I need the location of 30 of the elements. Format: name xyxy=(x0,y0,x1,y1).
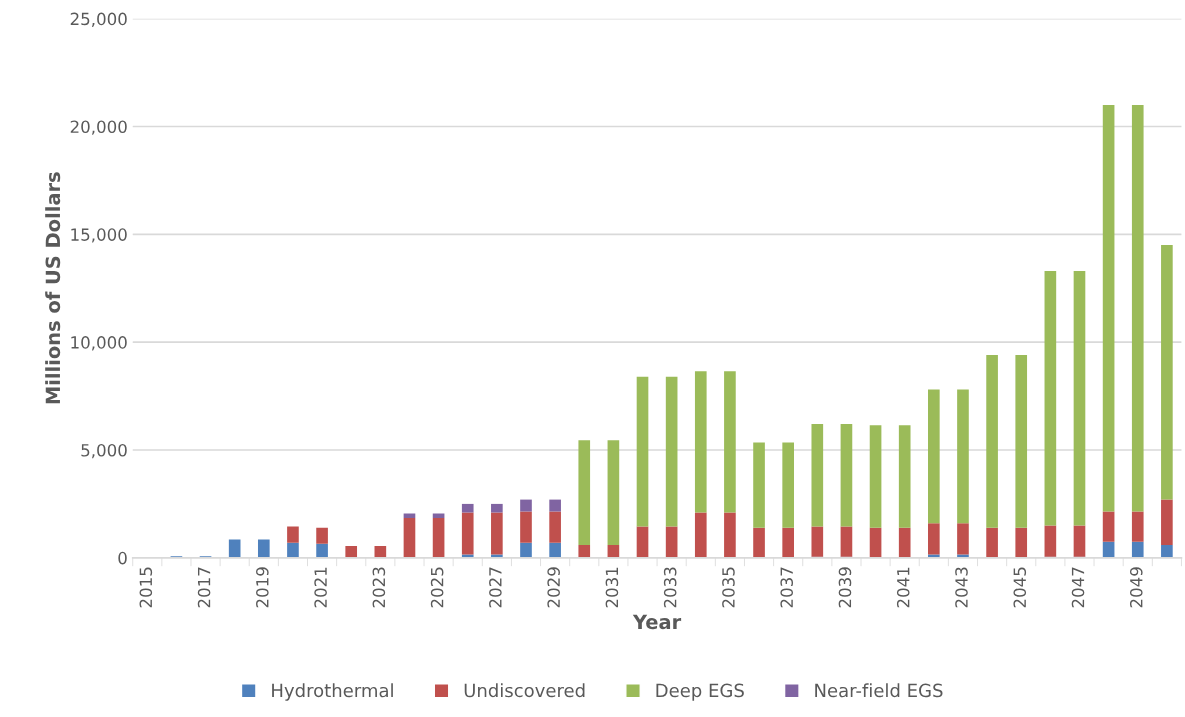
y-axis-title: Millions of US Dollars xyxy=(45,172,61,404)
y-tick-label: 10,000 xyxy=(71,336,127,351)
y-tick-label: 0 xyxy=(118,551,127,565)
x-tick-label: 2045 xyxy=(1013,567,1027,608)
x-tick-label: 2037 xyxy=(780,567,794,608)
y-tick-label: 15,000 xyxy=(71,228,127,243)
y-tick-label: 20,000 xyxy=(70,120,127,135)
x-tick-label: 2019 xyxy=(256,567,269,608)
x-tick-label: 2049 xyxy=(1129,567,1143,608)
x-tick-label: 2033 xyxy=(663,567,677,608)
x-tick-label: 2029 xyxy=(547,567,560,608)
legend-label: Near-field EGS xyxy=(815,683,943,698)
legend-label: Deep EGS xyxy=(656,683,744,701)
x-tick-label: 2041 xyxy=(896,567,910,608)
x-tick-label: 2047 xyxy=(1071,567,1085,608)
x-tick-label: 2015 xyxy=(139,567,153,608)
legend-label: Hydrothermal xyxy=(272,683,393,701)
x-tick-label: 2039 xyxy=(838,567,852,608)
x-tick-label: 2023 xyxy=(372,567,386,608)
x-tick-label: 2043 xyxy=(955,567,968,608)
x-tick-label: 2017 xyxy=(197,567,211,608)
x-tick-label: 2025 xyxy=(430,567,444,608)
x-tick-label: 2035 xyxy=(722,567,735,608)
y-tick-label: 25,000 xyxy=(70,12,127,27)
x-tick-label: 2021 xyxy=(314,567,327,608)
legend-label: Undiscovered xyxy=(464,683,585,698)
x-tick-label: 2027 xyxy=(489,567,502,608)
x-tick-label: 2031 xyxy=(605,567,619,608)
x-axis-title: Year xyxy=(632,614,682,630)
y-tick-label: 5,000 xyxy=(81,443,127,459)
